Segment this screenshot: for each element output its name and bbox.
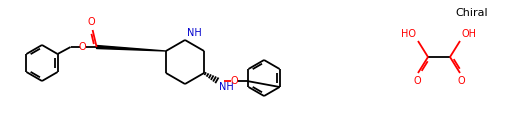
Text: O: O <box>457 76 465 86</box>
Text: O: O <box>88 17 95 27</box>
Text: O: O <box>413 76 421 86</box>
Polygon shape <box>97 46 166 51</box>
Text: NH: NH <box>219 82 234 92</box>
Text: O: O <box>79 42 87 52</box>
Text: NH: NH <box>187 28 202 38</box>
Text: OH: OH <box>462 29 477 39</box>
Text: Chiral: Chiral <box>456 8 488 18</box>
Text: O: O <box>230 76 238 86</box>
Text: HO: HO <box>401 29 416 39</box>
